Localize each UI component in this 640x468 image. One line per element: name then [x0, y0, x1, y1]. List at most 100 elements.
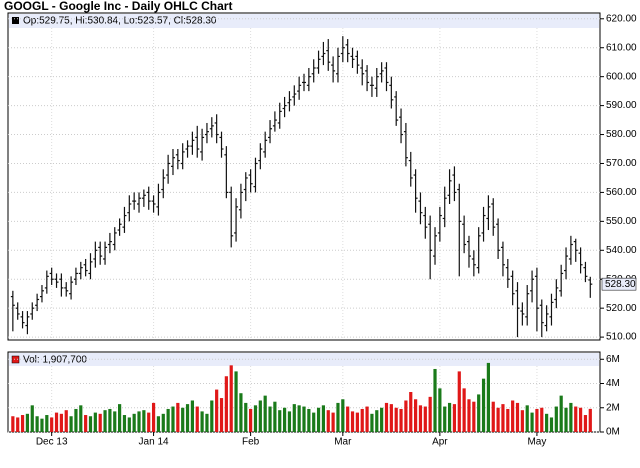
- volume-bar: [40, 418, 44, 432]
- volume-bar: [506, 408, 510, 432]
- volume-bar: [147, 412, 151, 432]
- volume-bar: [229, 365, 233, 432]
- volume-bar: [195, 406, 199, 432]
- volume-bar: [564, 407, 568, 432]
- volume-legend: Vol: 1,907,700: [23, 355, 87, 366]
- volume-bar: [59, 413, 63, 432]
- volume-bar: [375, 410, 379, 432]
- volume-bar: [307, 408, 311, 432]
- volume-bar: [282, 407, 287, 432]
- volume-bar: [25, 413, 30, 432]
- x-tick-label: Dec 13: [36, 437, 68, 448]
- volume-bar: [268, 406, 272, 432]
- y-tick-label: 590.00: [606, 100, 637, 111]
- volume-bar: [244, 402, 248, 432]
- volume-bar: [151, 402, 156, 432]
- volume-bar: [443, 406, 447, 432]
- volume-bar: [287, 411, 292, 432]
- volume-bar: [447, 402, 452, 432]
- volume-bar: [292, 404, 296, 432]
- volume-bar: [414, 399, 418, 432]
- v-tick-label: 2M: [606, 402, 620, 413]
- volume-bar: [30, 405, 34, 432]
- y-tick-label: 610.00: [606, 42, 637, 53]
- volume-bar: [360, 408, 364, 432]
- price-legend: Op:529.75, Hi:530.84, Lo:523.57, Cl:528.…: [23, 16, 217, 27]
- volume-bar: [205, 413, 209, 432]
- volume-bar: [215, 389, 219, 432]
- volume-bar: [45, 415, 49, 432]
- volume-bar: [258, 400, 262, 432]
- y-tick-label: 520.00: [606, 303, 637, 314]
- volume-bar: [486, 362, 490, 432]
- volume-bar: [11, 416, 15, 432]
- volume-bar: [355, 412, 359, 432]
- volume-bar: [462, 388, 466, 432]
- volume-bar: [190, 400, 194, 432]
- volume-bar: [365, 406, 369, 432]
- last-price-box: [601, 277, 637, 291]
- v-tick-label: 4M: [606, 378, 620, 389]
- volume-bar: [113, 411, 117, 432]
- volume-bar: [549, 417, 554, 432]
- volume-bar: [88, 416, 93, 432]
- volume-bar: [316, 407, 321, 432]
- price-legend-swatch: [12, 17, 19, 24]
- volume-bar: [452, 404, 457, 432]
- volume-bar: [384, 402, 389, 432]
- y-tick-label: 550.00: [606, 216, 637, 227]
- volume-bar: [394, 407, 398, 432]
- volume-bar: [16, 417, 20, 432]
- y-tick-label: 580.00: [606, 129, 637, 140]
- volume-bar: [418, 405, 423, 432]
- y-tick-label: 570.00: [606, 158, 637, 169]
- volume-bar: [54, 412, 59, 432]
- volume-bar: [122, 415, 127, 432]
- volume-bar: [574, 406, 578, 432]
- volume-bar: [302, 406, 306, 432]
- volume-bar: [132, 413, 136, 432]
- volume-bar: [93, 412, 97, 432]
- volume-bar: [74, 408, 78, 432]
- volume-bar: [467, 399, 471, 432]
- volume-bar: [161, 413, 165, 432]
- volume-bar: [404, 400, 408, 432]
- volume-bar: [540, 407, 544, 432]
- volume-bar: [501, 404, 505, 432]
- volume-bar: [273, 401, 277, 432]
- volume-bar: [341, 399, 345, 432]
- volume-bar: [156, 416, 161, 432]
- volume-bar: [312, 412, 316, 432]
- volume-bar: [554, 406, 558, 432]
- volume-bar: [239, 393, 243, 432]
- y-tick-label: 620.00: [606, 13, 637, 24]
- volume-bar: [535, 408, 539, 432]
- volume-bar: [438, 388, 442, 432]
- volume-bar: [409, 392, 413, 432]
- volume-bar: [457, 371, 461, 432]
- volume-bar: [569, 402, 573, 432]
- volume-bar: [423, 406, 427, 432]
- volume-bar: [176, 402, 180, 432]
- volume-bar: [370, 413, 374, 432]
- volume-bar: [496, 407, 500, 432]
- volume-bar: [108, 408, 112, 432]
- volume-bar: [559, 395, 563, 432]
- volume-bar: [520, 410, 524, 432]
- volume-bar: [525, 405, 529, 432]
- volume-bar: [35, 416, 39, 432]
- volume-bar: [346, 406, 350, 432]
- volume-bar: [69, 416, 73, 432]
- volume-bar: [472, 401, 476, 432]
- volume-bar: [210, 400, 214, 432]
- volume-bar: [389, 404, 393, 432]
- volume-bar: [336, 402, 340, 432]
- chart-title: GOOGL - Google Inc - Daily OHLC Chart: [4, 0, 232, 13]
- volume-bar: [20, 415, 25, 432]
- volume-bar: [428, 396, 432, 432]
- volume-bar: [79, 405, 83, 432]
- x-tick-label: Mar: [334, 437, 352, 448]
- volume-bar: [491, 401, 495, 432]
- volume-bar: [530, 412, 534, 432]
